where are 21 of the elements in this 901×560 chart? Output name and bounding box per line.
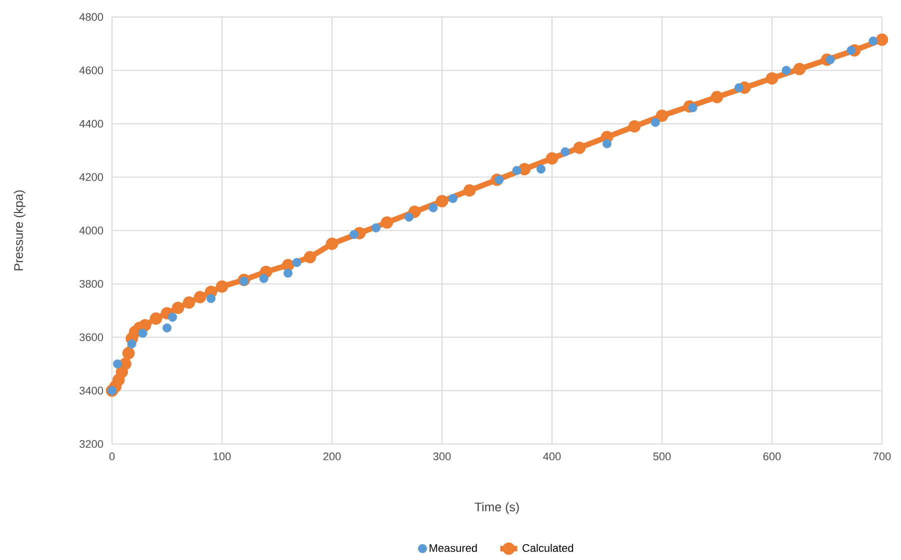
x-tick-label: 100 [214,452,231,460]
y-tick-label: 4000 [79,226,104,234]
x-tick-label: 300 [433,452,451,460]
legend-label: Calculated [522,544,574,552]
legend-label: Measured [430,544,477,552]
y-tick-label: 3200 [80,440,104,448]
y-axis-title: Pressure (kpa) [14,190,26,270]
y-tick-label: 4200 [79,173,104,181]
y-tick-label: 4800 [79,13,104,21]
y-tick-label: 3800 [80,280,104,288]
x-tick-label: 400 [543,452,561,460]
x-tick-label: 600 [763,452,781,460]
x-tick-label: 700 [873,452,891,460]
y-tick-label: 3400 [80,386,104,394]
x-tick-label: 0 [109,452,115,460]
x-tick-label: 200 [323,452,341,460]
x-tick-label: 500 [653,452,671,460]
y-tick-label: 3600 [80,333,104,342]
x-axis-title: Time (s) [474,502,519,514]
y-tick-label: 4600 [79,66,104,74]
y-tick-label: 4400 [79,120,104,128]
